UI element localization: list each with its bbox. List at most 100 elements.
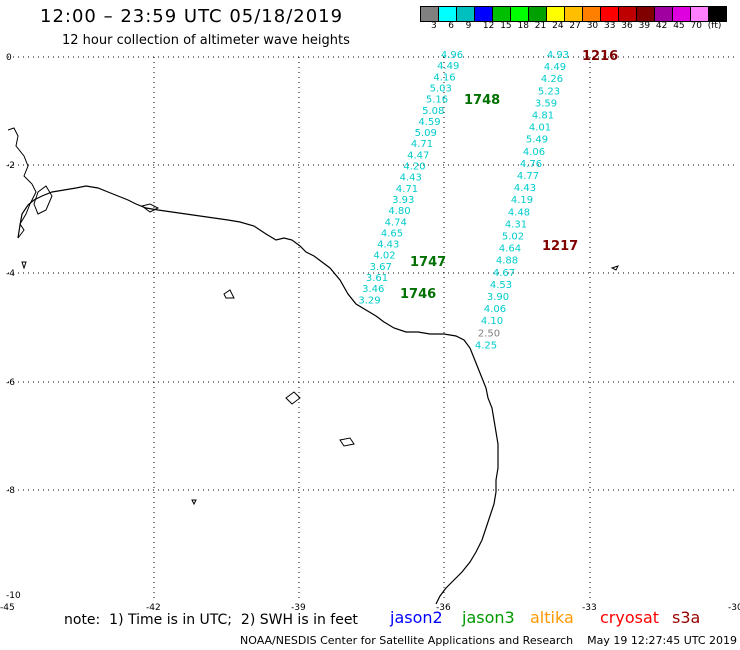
wave-height-value: 4.02 (373, 251, 395, 262)
scale-swatch (618, 6, 637, 22)
wave-height-value: 5.02 (502, 232, 524, 243)
wave-height-value: 3.59 (535, 98, 557, 109)
credit-line: NOAA/NESDIS Center for Satellite Applica… (240, 634, 738, 647)
scale-swatch (420, 6, 439, 22)
scale-swatch (510, 6, 529, 22)
scale-label: 45 (673, 21, 685, 31)
island-6 (610, 265, 619, 271)
scale-label: 12 (482, 21, 495, 31)
wave-height-value: 4.01 (529, 123, 551, 134)
wave-height-value: 3.67 (370, 262, 392, 273)
longitude-label: -45 (0, 603, 15, 613)
scale-label: 15 (500, 21, 512, 31)
wave-height-value: 4.71 (411, 139, 433, 150)
scale-label: 21 (534, 21, 547, 31)
scale-swatch (492, 6, 511, 22)
pass-time-labels: 1216 1748 1217 1747 1746 (400, 49, 618, 302)
scale-swatch (600, 6, 619, 22)
legend-s3a: s3a (672, 608, 701, 627)
wave-height-value: 4.53 (490, 280, 512, 291)
island-8 (191, 499, 197, 506)
wave-height-value: 4.43 (400, 173, 422, 184)
longitude-label: -42 (146, 603, 161, 613)
legend-jason2: jason2 (390, 608, 443, 627)
altimeter-tracks: 4.964.494.165.035.165.084.595.094.714.47… (358, 50, 569, 351)
island-7 (21, 261, 27, 270)
color-scale-bar (420, 6, 727, 22)
latitude-label: -10 (6, 591, 21, 601)
wave-height-value: 4.81 (532, 111, 554, 122)
wave-height-value: 5.23 (538, 86, 560, 97)
wave-height-value: 4.26 (541, 74, 563, 85)
wave-height-value: 4.25 (475, 340, 497, 351)
wave-height-value: 4.59 (418, 117, 440, 128)
scale-label: 24 (552, 21, 564, 31)
scale-label: 27 (569, 21, 581, 31)
wave-height-value: 4.80 (388, 206, 410, 217)
legend-cryosat: cryosat (600, 608, 660, 627)
wave-height-value: 4.77 (517, 171, 539, 182)
scale-swatch (564, 6, 583, 22)
wave-height-value: 2.50 (478, 328, 500, 339)
wave-height-value: 4.49 (437, 61, 459, 72)
wave-height-value: 4.06 (523, 147, 545, 158)
axis-labels: -45 -42 -39 -36 -33 -30 0 -2 -4 -6 -8 -10 (0, 53, 740, 613)
wave-height-value: 4.93 (547, 50, 569, 61)
wave-height-value: 3.93 (392, 195, 414, 206)
island-4 (285, 391, 301, 405)
wave-height-value: 4.06 (484, 304, 506, 315)
wave-height-value: 4.43 (514, 183, 536, 194)
scale-swatch (528, 6, 547, 22)
latitude-label: -6 (6, 378, 15, 388)
wave-height-value: 4.47 (407, 150, 429, 161)
legend-jason3: jason3 (462, 608, 515, 627)
wave-height-value: 4.76 (520, 159, 542, 170)
scale-swatch (690, 6, 709, 22)
pass-time-label: 1217 (542, 239, 578, 254)
island-2 (140, 203, 160, 213)
legend-altika: altika (530, 608, 574, 627)
wave-height-value: 4.19 (511, 195, 533, 206)
scale-swatch (708, 6, 727, 22)
longitude-label: -30 (728, 603, 740, 613)
wave-height-value: 4.43 (377, 240, 399, 251)
scale-label: 30 (586, 21, 599, 31)
scale-swatch (672, 6, 691, 22)
color-scale-labels: 3 6 9 12 15 18 21 24 27 30 33 36 39 42 45 70 (ft) (421, 21, 740, 33)
scale-swatch (456, 6, 475, 22)
wave-height-value: 4.74 (385, 217, 407, 228)
scale-swatch (474, 6, 493, 22)
scale-swatch (438, 6, 457, 22)
scale-label: 39 (638, 21, 651, 31)
scale-label: 70 (690, 21, 702, 31)
latitude-label: -8 (6, 486, 15, 496)
wave-height-value: 4.20 (403, 162, 425, 173)
scale-swatch (636, 6, 655, 22)
wave-height-value: 4.88 (496, 256, 518, 267)
wave-height-value: 5.49 (526, 135, 548, 146)
wave-height-value: 5.03 (430, 83, 452, 94)
scale-label: 36 (621, 21, 633, 31)
pass-time-label: 1748 (464, 93, 500, 108)
wave-height-value: 4.31 (505, 219, 527, 230)
wave-height-value: 4.71 (396, 184, 418, 195)
wave-height-value: 5.09 (415, 128, 437, 139)
wave-height-value: 4.49 (544, 62, 566, 73)
island-3 (223, 289, 235, 299)
latitude-label: -2 (6, 161, 15, 171)
wave-height-value: 4.10 (481, 316, 503, 327)
wave-height-value: 4.64 (499, 244, 521, 255)
scale-swatch (654, 6, 673, 22)
wave-height-value: 3.61 (366, 273, 388, 284)
longitude-label: -36 (436, 603, 451, 613)
scale-swatch (546, 6, 565, 22)
map-subtitle: 12 hour collection of altimeter wave hei… (62, 33, 350, 48)
wave-height-value: 3.46 (362, 284, 384, 295)
wave-height-value: 3.90 (487, 292, 509, 303)
amazon-estuary (7, 127, 37, 239)
island-1 (33, 185, 53, 215)
wave-height-value: 5.08 (422, 106, 444, 117)
footer-note: note: 1) Time is in UTC; 2) SWH is in fe… (64, 612, 358, 628)
scale-label: 33 (604, 21, 616, 31)
